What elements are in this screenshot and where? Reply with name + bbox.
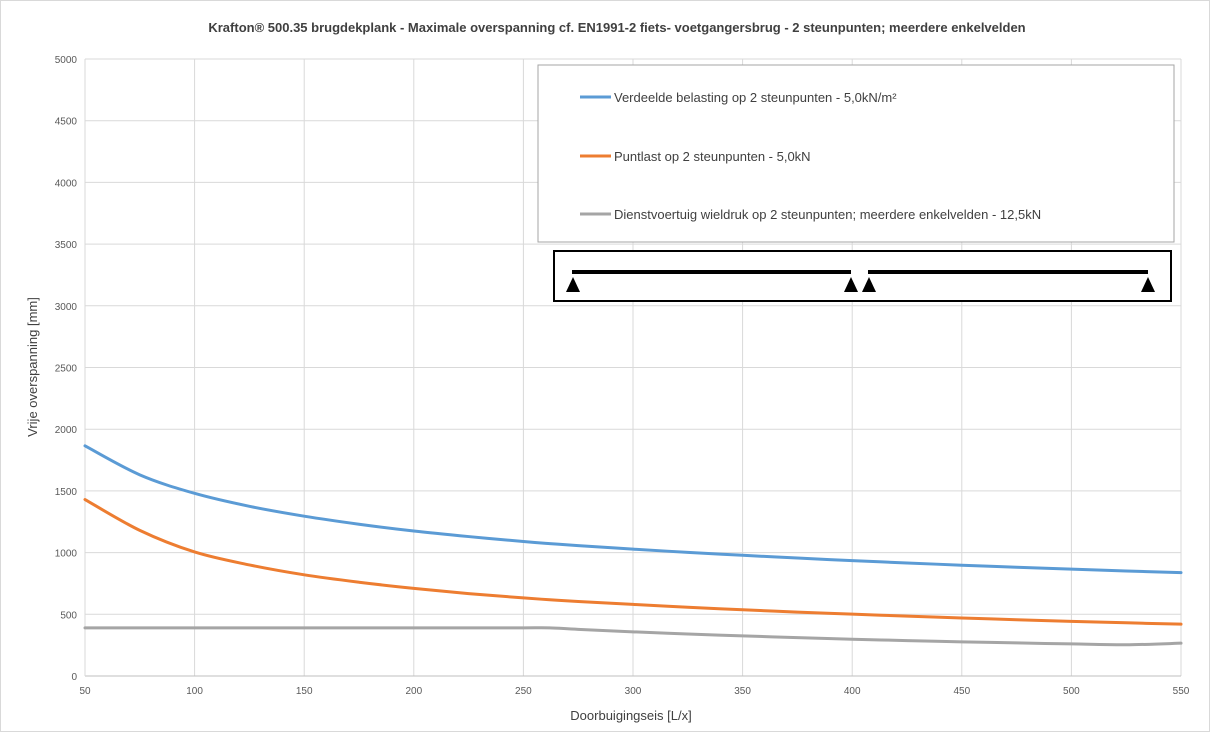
y-tick-label: 1000 — [55, 549, 78, 560]
y-tick-label: 5000 — [55, 55, 78, 66]
legend: Verdeelde belasting op 2 steunpunten - 5… — [537, 64, 1175, 243]
x-tick-label: 150 — [296, 686, 313, 697]
series-line-1 — [83, 444, 1183, 575]
y-tick-label: 2000 — [55, 425, 78, 436]
y-tick-label: 2500 — [55, 364, 78, 375]
support-triangle-2 — [844, 277, 858, 292]
y-tick-label: 4500 — [55, 117, 78, 128]
support-diagram-box — [553, 250, 1172, 302]
series-line-3 — [83, 626, 1183, 647]
support-triangle-1 — [566, 277, 580, 292]
y-tick-label: 3500 — [55, 240, 78, 251]
series-line-2 — [83, 498, 1183, 626]
chart-title: Krafton® 500.35 brugdekplank - Maximale … — [208, 20, 1025, 35]
x-tick-label: 300 — [625, 686, 642, 697]
gridlines — [85, 58, 1182, 676]
legend-label-1: Verdeelde belasting op 2 steunpunten - 5… — [614, 90, 897, 105]
legend-label-2: Puntlast op 2 steunpunten - 5,0kN — [614, 149, 811, 164]
x-tick-label: 100 — [186, 686, 203, 697]
x-tick-label: 350 — [734, 686, 751, 697]
y-tick-label: 0 — [71, 672, 77, 683]
axes: 0 500 1000 1500 2000 2500 3000 3500 4000 4500 5000… — [55, 55, 1190, 697]
x-axis-label: Doorbuigingseis [L/x] — [570, 708, 691, 723]
series-lines — [83, 444, 1183, 647]
x-tick-label: 200 — [405, 686, 422, 697]
y-tick-label: 4000 — [55, 178, 78, 189]
x-tick-label: 250 — [515, 686, 532, 697]
y-tick-label: 1500 — [55, 487, 78, 498]
support-diagram — [553, 250, 1172, 302]
legend-box — [537, 64, 1175, 243]
support-triangle-4 — [1141, 277, 1155, 292]
y-tick-label: 3000 — [55, 302, 78, 313]
x-tick-label: 500 — [1063, 686, 1080, 697]
x-tick-label: 50 — [79, 686, 91, 697]
y-axis-label: Vrije overspanning [mm] — [25, 297, 40, 437]
legend-label-3: Dienstvoertuig wieldruk op 2 steunpunten… — [614, 207, 1041, 222]
x-tick-label: 450 — [953, 686, 970, 697]
y-tick-label: 500 — [60, 610, 77, 621]
support-triangle-3 — [862, 277, 876, 292]
x-tick-label: 550 — [1173, 686, 1190, 697]
x-tick-label: 400 — [844, 686, 861, 697]
